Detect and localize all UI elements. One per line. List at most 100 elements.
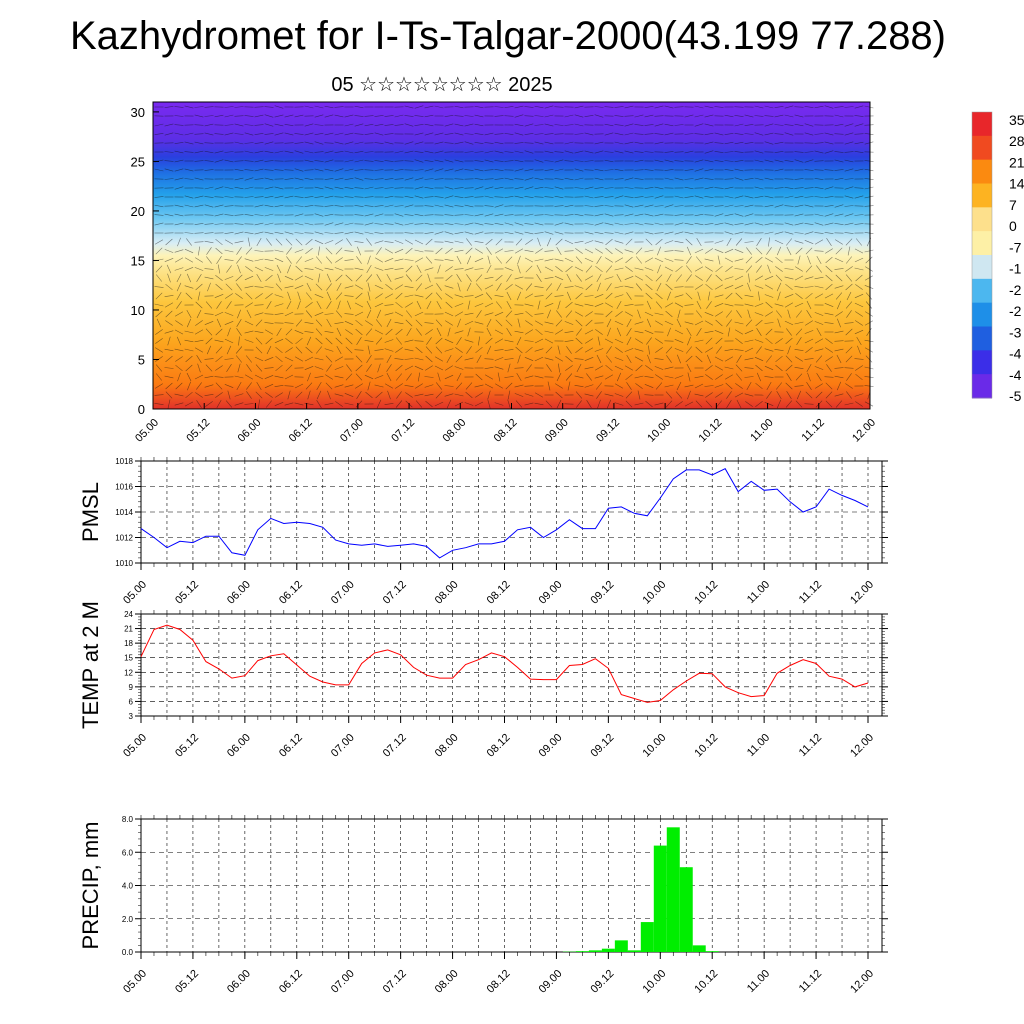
temp-xtick-label: 11.00 [745,732,772,759]
temp-ytick-label: 15 [124,654,133,663]
heatmap-ytick-label: 5 [138,352,145,367]
precip-xtick-label: 06.12 [277,968,305,996]
temp-frame [140,613,883,717]
colorbar-label: 35 [1009,112,1024,128]
colorbar-segment [972,207,992,232]
heatmap-xtick-label: 12.00 [850,417,878,445]
colorbar-label: 7 [1009,197,1017,213]
precip-xtick-label: 09.12 [589,968,617,996]
heatmap-xtick-label: 06.12 [287,417,315,445]
pmsl-xtick-label: 06.12 [277,579,305,607]
precip-ytick-label: 2.0 [122,915,134,924]
precip-bar [575,951,589,952]
precip-ytick-label: 8.0 [122,815,134,824]
heatmap-xtick-label: 09.12 [594,417,622,445]
heatmap-ytick-label: 15 [131,253,145,268]
precip-bar [705,951,719,952]
heatmap-xtick-label: 09.00 [543,417,571,445]
colorbar-segment [972,255,992,280]
pmsl-ytick-label: 1016 [115,483,133,492]
colorbar-label: -2 [1009,282,1022,298]
colorbar-label: 21 [1009,154,1024,170]
precip-xtick-label: 11.12 [797,968,824,995]
precip-xtick-label: 09.00 [537,968,565,996]
temp-xtick-label: 06.00 [225,732,253,760]
pmsl-xtick-label: 12.00 [848,579,876,607]
wind-barbs [154,105,874,409]
colorbar-label: -4 [1009,346,1022,362]
temp-xtick-label: 12.00 [848,732,876,760]
pmsl-xtick-label: 08.12 [485,579,513,607]
colorbar-label: -1 [1009,261,1022,277]
heatmap-xtick-label: 11.00 [748,417,775,444]
pmsl-xtick-label: 05.00 [121,579,149,607]
precip-xtick-label: 07.00 [329,968,357,996]
precip-ytick-label: 0.0 [122,948,134,957]
pmsl-xtick-label: 05.12 [173,579,201,607]
colorbar-frame [971,111,993,399]
colorbar-segment [972,350,992,375]
pmsl-ytick-label: 1010 [115,559,133,568]
temp-ytick-label: 12 [124,668,133,677]
colorbar-label: -7 [1009,239,1022,255]
temp-xtick-label: 09.00 [537,732,565,760]
pmsl-series-line [140,468,869,559]
temp-ytick-label: 9 [129,683,134,692]
temp-ytick-label: 24 [124,610,133,619]
colorbar-segment [972,326,992,351]
temp-xtick-label: 10.00 [640,732,668,760]
pmsl-xtick-label: 10.00 [640,579,668,607]
temp-ytick-label: 18 [124,639,133,648]
pmsl-ytick-label: 1018 [115,457,133,466]
colorbar-segment [972,374,992,399]
precip-bar [601,948,615,952]
temp-ylabel: TEMP at 2 M [78,601,103,729]
heatmap-ytick-label: 20 [131,204,145,219]
precip-xtick-label: 05.00 [121,968,149,996]
pmsl-xtick-label: 11.00 [745,579,772,606]
heatmap-xtick-label: 10.12 [697,417,725,445]
precip-xtick-label: 10.00 [640,968,668,996]
heatmap-xtick-label: 11.12 [800,417,827,444]
precip-bar [614,940,628,952]
precip-ytick-label: 4.0 [122,882,134,891]
pmsl-xtick-label: 06.00 [225,579,253,607]
temp-ytick-label: 21 [124,625,133,634]
colorbar-segment [972,231,992,256]
precip-xtick-label: 08.00 [433,968,461,996]
pmsl-ytick-label: 1012 [115,534,133,543]
temp-xtick-label: 06.12 [277,732,305,760]
colorbar-segment [972,135,992,161]
heatmap-xtick-label: 08.00 [440,417,468,445]
colorbar-segment [972,278,992,304]
colorbar-segment [972,112,992,137]
heatmap-ytick-label: 30 [131,105,145,120]
precip-ytick-label: 6.0 [122,848,134,857]
temp-ytick-label: 6 [129,697,134,706]
pmsl-xtick-label: 07.12 [381,579,409,607]
precip-xtick-label: 11.00 [745,968,772,995]
pmsl-ytick-label: 1014 [115,508,133,517]
temp-series-line [140,624,869,703]
precip-xtick-label: 08.12 [485,968,513,996]
colorbar-segment [972,183,992,208]
precip-xtick-label: 12.00 [848,968,876,996]
heatmap-xtick-label: 05.12 [184,417,212,445]
precip-bar [588,950,602,952]
colorbar-segment [972,302,992,327]
temp-xtick-label: 08.12 [485,732,513,760]
heatmap-ytick-label: 10 [131,303,145,318]
precip-bar [653,845,667,952]
heatmap-xtick-label: 07.00 [338,417,366,445]
pmsl-xtick-label: 09.12 [589,579,617,607]
precip-xtick-label: 10.12 [692,968,720,996]
heatmap-xtick-label: 10.00 [645,417,673,445]
colorbar-label: -4 [1009,367,1022,383]
colorbar-label: -3 [1009,324,1022,340]
heatmap-ytick-label: 25 [131,154,145,169]
pmsl-xtick-label: 10.12 [692,579,720,607]
heatmap-field [153,102,870,409]
pmsl-xtick-label: 07.00 [329,579,357,607]
precip-ylabel: PRECIP, mm [78,822,103,950]
pmsl-xtick-label: 09.00 [537,579,565,607]
